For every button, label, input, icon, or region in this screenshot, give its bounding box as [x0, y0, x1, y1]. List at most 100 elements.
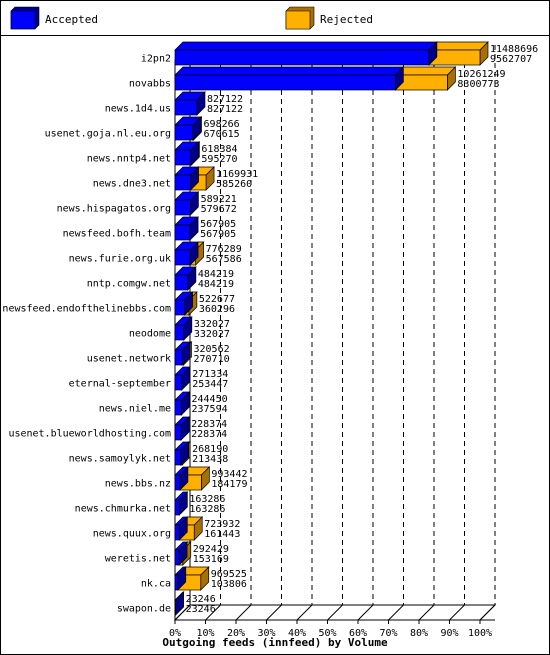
value-label-offered: 228374 — [191, 419, 227, 430]
category-label: usenet.blueworldhosting.com — [8, 429, 171, 440]
floor-tick-30 — [266, 604, 282, 621]
value-label-accepted: 23246 — [186, 604, 216, 615]
floor-tick-60 — [357, 604, 374, 621]
floor-tick-70 — [388, 604, 404, 621]
x-tick-label: 0% — [169, 628, 181, 639]
category-label: swapon.de — [117, 604, 171, 615]
category-label: nk.ca — [141, 579, 171, 590]
bar-accepted — [174, 299, 185, 316]
x-tick-label: 70% — [379, 628, 397, 639]
category-label: news.nntp4.net — [87, 154, 171, 165]
category-label: news.1d4.us — [105, 104, 171, 115]
floor-tick-90 — [449, 604, 465, 621]
value-label-offered: 332027 — [194, 319, 230, 330]
value-label-accepted: 595270 — [201, 154, 237, 165]
value-label-accepted: 237594 — [191, 404, 227, 415]
x-axis-title: Outgoing feeds (innfeed) by Volume — [162, 636, 388, 649]
value-label-accepted: 228374 — [191, 429, 227, 440]
value-label-accepted: 332027 — [194, 329, 230, 340]
x-tick-label: 30% — [257, 628, 275, 639]
bar-accepted — [174, 349, 183, 366]
bar-accepted — [174, 224, 191, 241]
legend-accepted: Accepted — [10, 6, 130, 30]
value-label-offered: 698266 — [204, 119, 240, 130]
value-label-accepted: 827122 — [207, 104, 243, 115]
floor-tick-80 — [418, 604, 435, 621]
bar-accepted — [174, 449, 182, 466]
value-label-offered: 292429 — [193, 544, 229, 555]
value-label-accepted: 8300773 — [457, 79, 499, 90]
bar-accepted — [174, 499, 180, 516]
bar-accepted — [174, 474, 181, 491]
value-label-accepted: 670615 — [204, 129, 240, 140]
value-label-accepted: 153169 — [193, 554, 229, 565]
category-label: news.furie.org.uk — [69, 254, 171, 265]
value-label-offered: 10261249 — [457, 69, 505, 80]
value-label-offered: 11488696 — [490, 44, 538, 55]
value-label-offered: 589221 — [201, 194, 237, 205]
bar-accepted — [174, 374, 183, 391]
category-label: neodome — [129, 329, 171, 340]
legend-accepted-label: Accepted — [45, 13, 98, 26]
category-label: news.hispagatos.org — [57, 204, 171, 215]
value-label-offered: 23246 — [186, 594, 216, 605]
legend-rejected: Rejected — [285, 6, 405, 30]
value-label-offered: 567905 — [200, 219, 236, 230]
value-label-accepted: 103806 — [211, 579, 247, 590]
category-label: usenet.goja.nl.eu.org — [45, 129, 171, 140]
value-label-offered: 244450 — [191, 394, 227, 405]
legend-rejected-swatch — [285, 6, 315, 30]
category-label: weretis.net — [105, 554, 171, 565]
floor-tick-50 — [327, 604, 343, 621]
bar-accepted — [174, 174, 191, 191]
category-label: newsfeed.bofh.team — [63, 229, 171, 240]
bar-accepted — [174, 324, 185, 341]
floor-tick-10 — [205, 604, 221, 621]
bar-accepted — [174, 424, 182, 441]
category-label: news.chmurka.net — [75, 504, 171, 515]
bar-accepted — [174, 549, 180, 566]
category-label: news.dne3.net — [93, 179, 171, 190]
value-label-offered: 268190 — [192, 444, 228, 455]
value-label-accepted: 484219 — [198, 279, 234, 290]
bar-accepted — [174, 574, 179, 591]
bar-accepted — [174, 599, 176, 616]
bar-accepted-top — [174, 66, 405, 76]
value-label-accepted: 360296 — [199, 304, 235, 315]
bar-accepted-top — [174, 41, 438, 51]
floor-tick-100 — [479, 604, 496, 621]
floor-tick-20 — [235, 604, 252, 621]
value-label-accepted: 585260 — [216, 179, 252, 190]
category-label: news.bbs.nz — [105, 479, 171, 490]
value-label-accepted: 567905 — [200, 229, 236, 240]
value-label-accepted: 9562707 — [490, 54, 532, 65]
bar-accepted — [174, 274, 189, 291]
category-label: news.niel.me — [99, 404, 171, 415]
value-label-accepted: 213438 — [192, 454, 228, 465]
bar-accepted — [174, 149, 192, 166]
x-tick-label: 100% — [468, 628, 492, 639]
x-tick-label: 20% — [227, 628, 245, 639]
bar-accepted — [174, 49, 430, 66]
legend-accepted-swatch — [10, 6, 40, 30]
x-tick-label: 10% — [196, 628, 214, 639]
bar-accepted — [174, 124, 194, 141]
value-label-accepted: 161443 — [204, 529, 240, 540]
legend-separator — [0, 35, 550, 36]
bar-rejected-top — [394, 66, 457, 76]
value-label-offered: 993442 — [211, 469, 247, 480]
value-label-accepted: 567586 — [206, 254, 242, 265]
x-tick-label: 50% — [318, 628, 336, 639]
category-label: news.quux.org — [93, 529, 171, 540]
bar-accepted — [174, 74, 396, 91]
value-label-accepted: 579672 — [201, 204, 237, 215]
value-label-offered: 827122 — [207, 94, 243, 105]
x-tick-label: 90% — [440, 628, 458, 639]
value-label-offered: 522677 — [199, 294, 235, 305]
category-label: novabbs — [129, 79, 171, 90]
value-label-offered: 1169931 — [216, 169, 258, 180]
category-label: usenet.network — [87, 354, 171, 365]
value-label-offered: 776289 — [206, 244, 242, 255]
value-label-accepted: 184179 — [211, 479, 247, 490]
